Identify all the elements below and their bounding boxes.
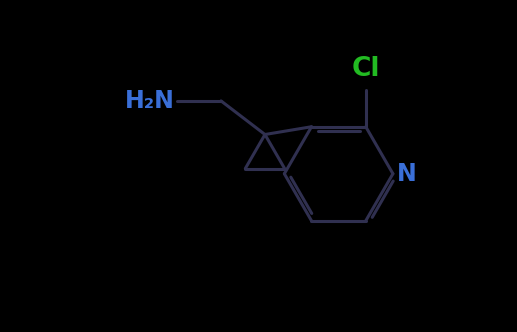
Text: H₂N: H₂N bbox=[125, 89, 175, 113]
Text: Cl: Cl bbox=[352, 56, 380, 82]
Text: N: N bbox=[397, 162, 417, 186]
